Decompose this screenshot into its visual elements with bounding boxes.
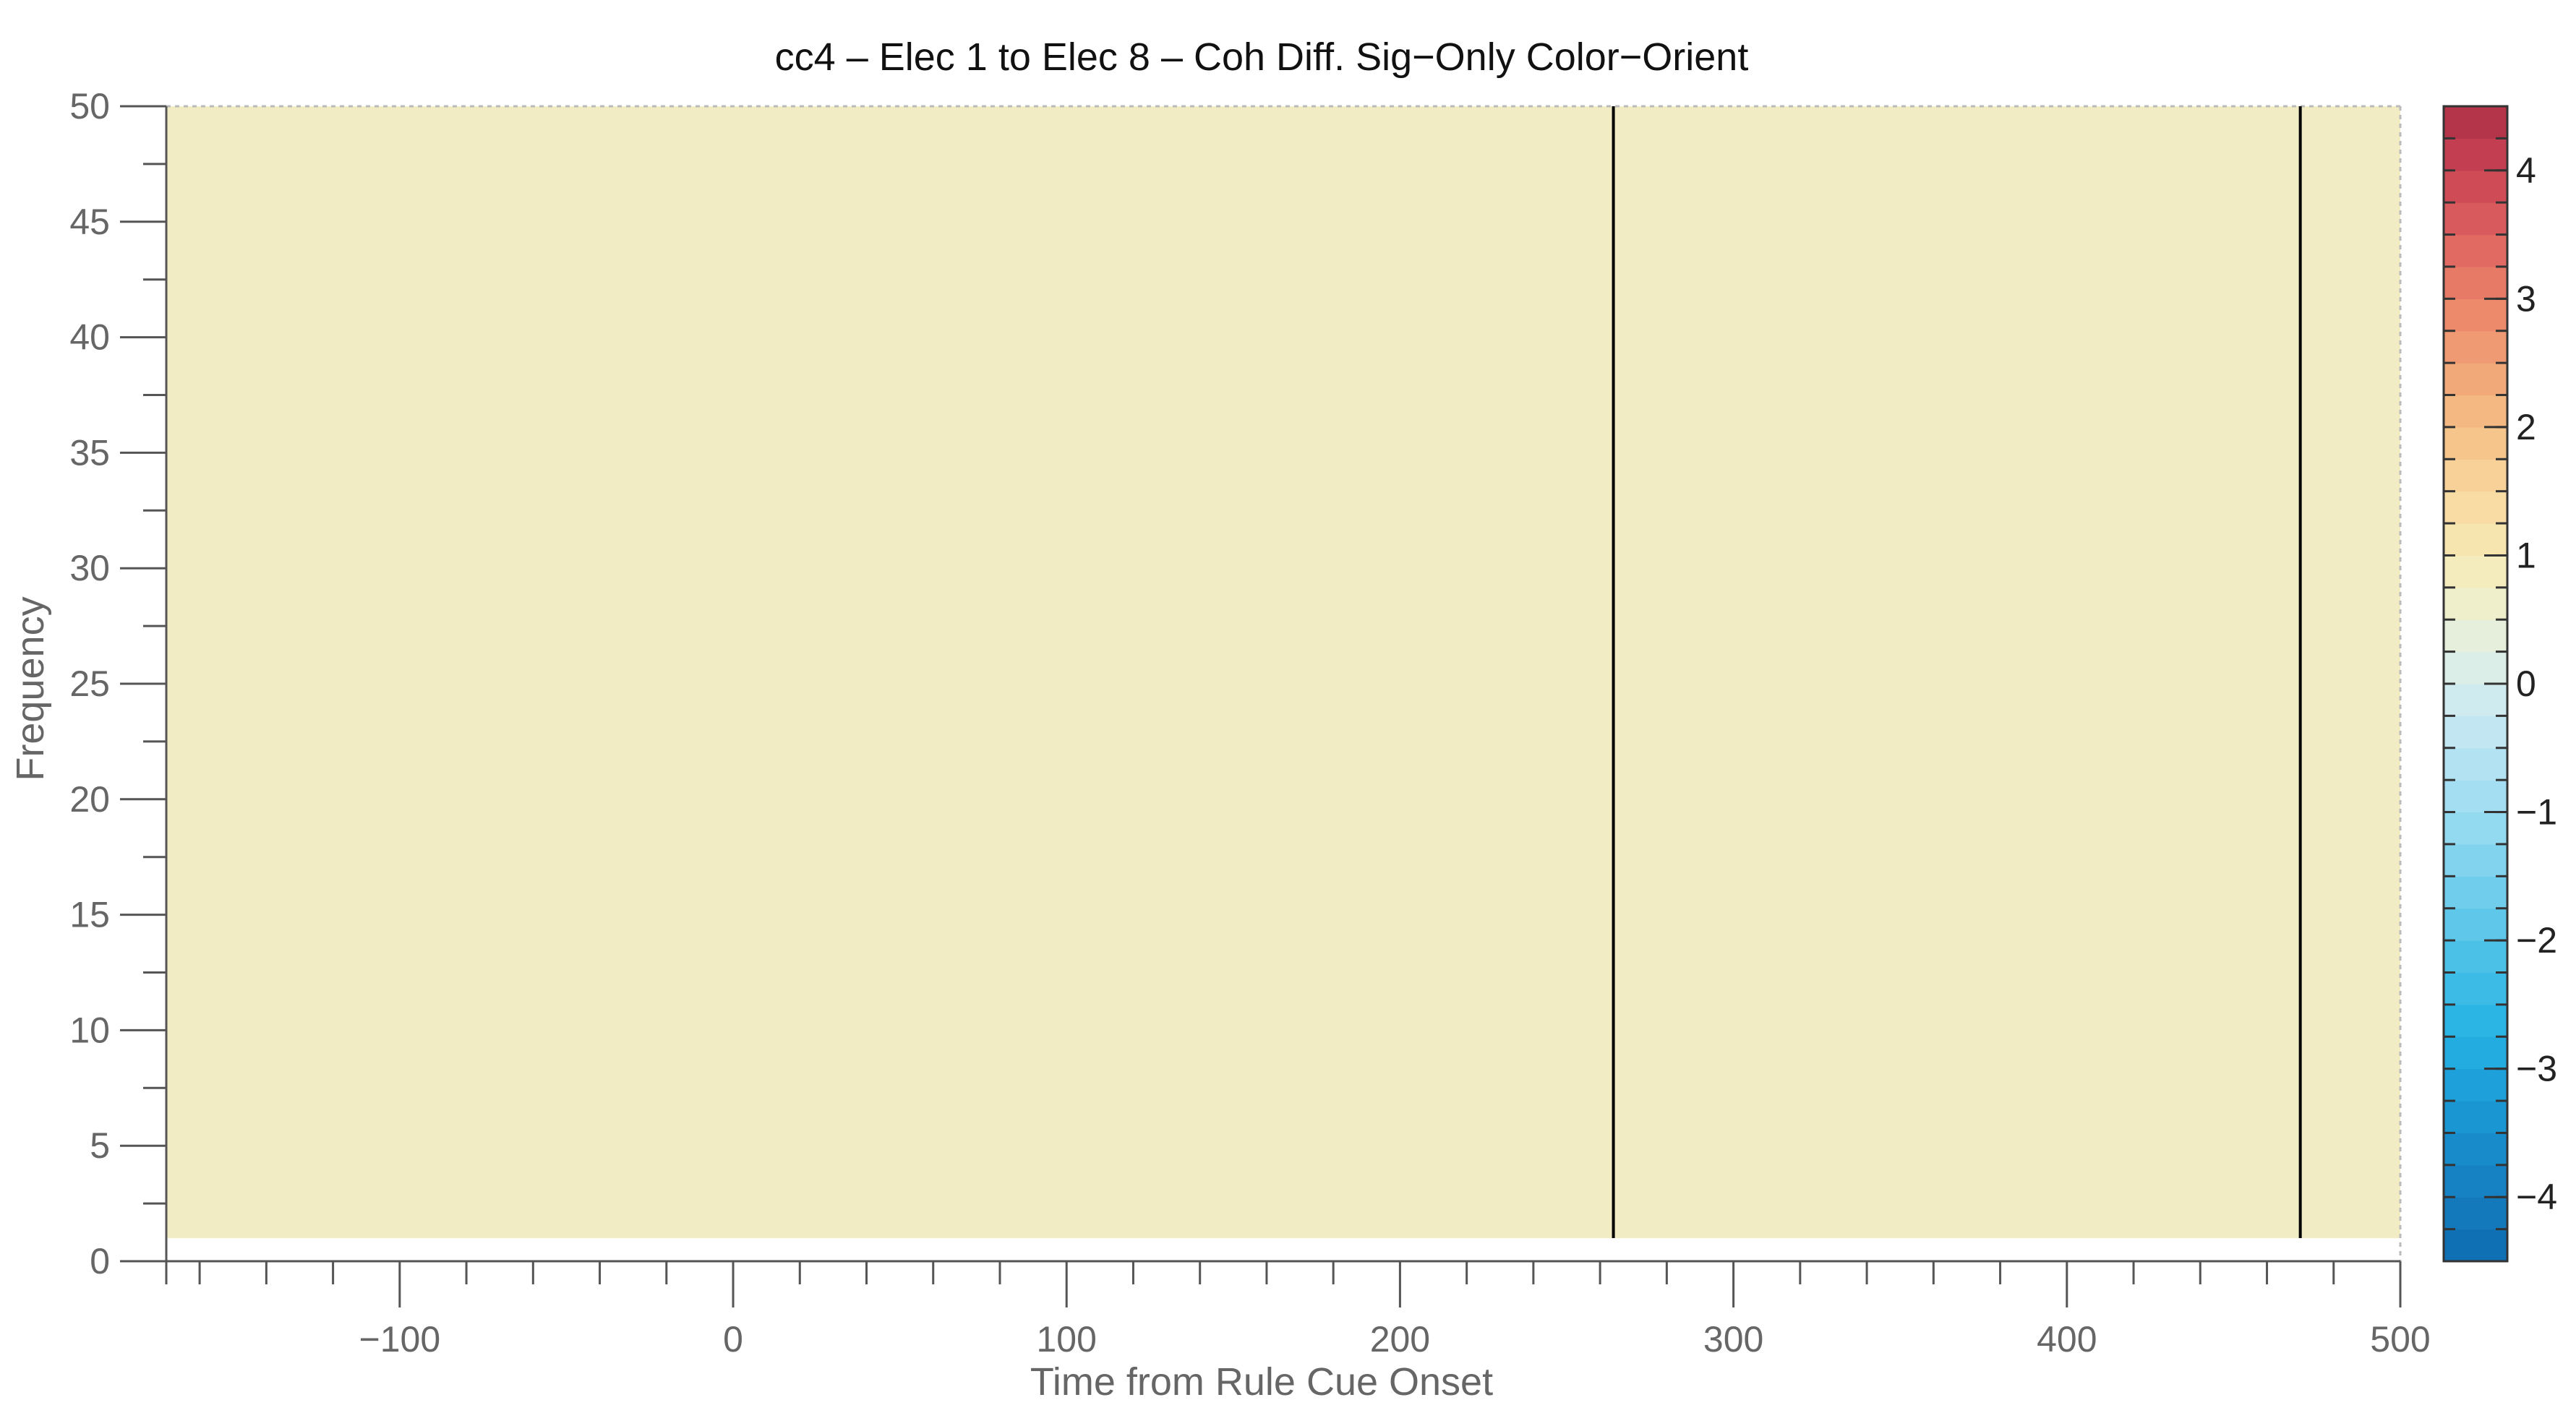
colorbar-segment xyxy=(2444,106,2507,139)
y-axis-label: Frequency xyxy=(9,596,52,781)
y-tick-label: 40 xyxy=(69,317,110,358)
y-tick-label: 30 xyxy=(69,548,110,588)
x-tick-label: 200 xyxy=(1370,1319,1430,1360)
x-tick-label: −100 xyxy=(359,1319,441,1360)
colorbar-tick-label: −1 xyxy=(2516,792,2557,833)
colorbar-segment xyxy=(2444,908,2507,941)
colorbar-segment xyxy=(2444,716,2507,749)
colorbar-segment xyxy=(2444,234,2507,267)
colorbar-tick-label: −3 xyxy=(2516,1049,2557,1089)
colorbar-segment xyxy=(2444,395,2507,428)
y-tick-label: 20 xyxy=(69,779,110,820)
colorbar-segment xyxy=(2444,555,2507,588)
colorbar-tick-label: −4 xyxy=(2516,1177,2557,1217)
y-tick-label: 5 xyxy=(90,1125,110,1166)
y-tick-label: 0 xyxy=(90,1241,110,1281)
colorbar-segment xyxy=(2444,1004,2507,1037)
chart-title: cc4 – Elec 1 to Elec 8 – Coh Diff. Sig−O… xyxy=(775,35,1749,79)
colorbar-segment xyxy=(2444,684,2507,716)
y-tick-label: 45 xyxy=(69,202,110,242)
colorbar-segment xyxy=(2444,843,2507,877)
colorbar-segment xyxy=(2444,523,2507,557)
colorbar-segment xyxy=(2444,202,2507,236)
colorbar-tick-label: 2 xyxy=(2516,407,2536,447)
x-tick-label: 300 xyxy=(1703,1319,1763,1360)
colorbar-segment xyxy=(2444,587,2507,620)
colorbar-segment xyxy=(2444,747,2507,781)
colorbar-segment xyxy=(2444,812,2507,845)
colorbar-segment xyxy=(2444,138,2507,171)
colorbar-segment xyxy=(2444,170,2507,203)
colorbar-segment xyxy=(2444,1101,2507,1134)
colorbar-segment xyxy=(2444,619,2507,653)
colorbar-tick-label: 3 xyxy=(2516,278,2536,319)
colorbar-segment xyxy=(2444,363,2507,396)
colorbar-segment xyxy=(2444,1229,2507,1262)
colorbar-tick-label: 1 xyxy=(2516,535,2536,575)
x-tick-label: 0 xyxy=(723,1319,743,1360)
colorbar-segment xyxy=(2444,651,2507,684)
heatmap-cells xyxy=(166,106,2400,1239)
x-tick-label: 400 xyxy=(2037,1319,2097,1360)
colorbar-tick-label: −2 xyxy=(2516,920,2557,961)
x-axis-label: Time from Rule Cue Onset xyxy=(1030,1360,1493,1404)
colorbar-segment xyxy=(2444,1068,2507,1101)
colorbar-segment xyxy=(2444,780,2507,813)
colorbar-segment xyxy=(2444,491,2507,524)
colorbar-segment xyxy=(2444,266,2507,299)
colorbar-segment xyxy=(2444,940,2507,974)
colorbar-segment xyxy=(2444,426,2507,460)
y-tick-label: 15 xyxy=(69,895,110,935)
colorbar-tick-label: 4 xyxy=(2516,150,2536,191)
y-tick-label: 25 xyxy=(69,663,110,704)
colorbar-segment xyxy=(2444,459,2507,492)
x-tick-label: 500 xyxy=(2370,1319,2430,1360)
colorbar-segment xyxy=(2444,299,2507,332)
plot-area: 0 5 10 15 20 25 30 35 40 45 50 −100 0 100 200 300 400 500 xyxy=(69,86,2430,1360)
colorbar-tick-label: 0 xyxy=(2516,663,2536,704)
colorbar-segment xyxy=(2444,1036,2507,1070)
x-tick-label: 100 xyxy=(1037,1319,1097,1360)
y-tick-label: 50 xyxy=(69,86,110,126)
colorbar-segment xyxy=(2444,330,2507,364)
y-tick-label: 35 xyxy=(69,432,110,473)
colorbar-segment xyxy=(2444,1197,2507,1230)
colorbar-segment xyxy=(2444,1133,2507,1166)
colorbar-segment xyxy=(2444,876,2507,909)
y-tick-label: 10 xyxy=(69,1010,110,1050)
colorbar-segment xyxy=(2444,1164,2507,1198)
colorbar: −4 −3 −2 −1 0 1 2 3 4 xyxy=(2442,105,2557,1263)
colorbar-segment xyxy=(2444,972,2507,1005)
